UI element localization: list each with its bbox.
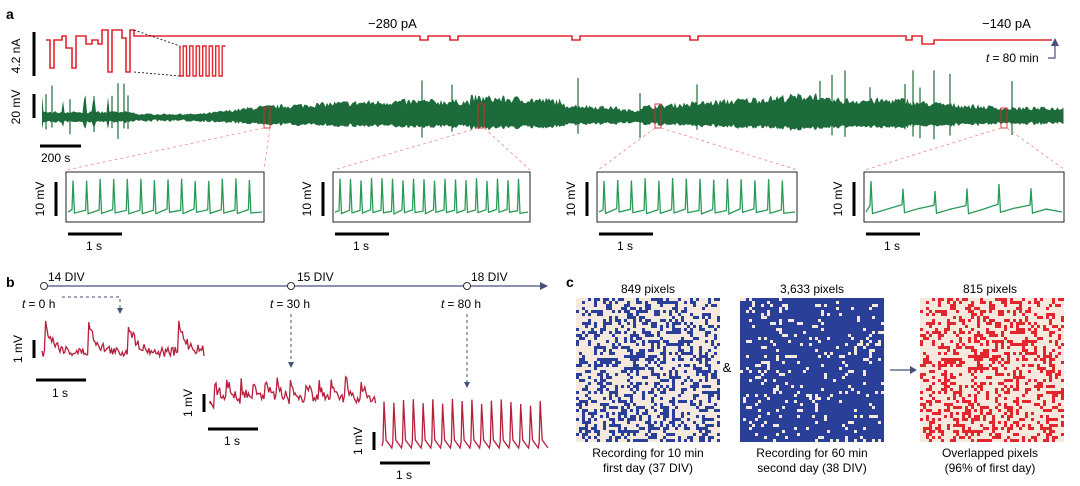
timeline-marker-3 — [463, 282, 471, 290]
map-3-count: 815 pixels — [963, 282, 1017, 296]
map-pixels — [740, 298, 884, 442]
pixel-map-1 — [576, 298, 720, 442]
panel-b-label: b — [6, 274, 15, 290]
zoom-box-2 — [477, 103, 485, 129]
inset-voltage-scale-label: 10 mV — [831, 182, 845, 217]
b3-voltage-scale-label: 1 mV — [351, 427, 365, 455]
development-traces — [41, 320, 549, 450]
development-trace-3 — [381, 398, 549, 450]
inset-trace — [67, 178, 263, 215]
timeline-marker-1 — [40, 282, 48, 290]
timeline-div-3: 18 DIV — [471, 270, 508, 284]
timeline-div-2: 15 DIV — [297, 270, 334, 284]
map-3-caption-1: Overlapped pixels — [942, 446, 1038, 460]
pixel-maps — [576, 298, 1064, 442]
map-1-count: 849 pixels — [621, 282, 675, 296]
map-pixels — [576, 298, 720, 442]
spike-insets: 10 mV 1 s 10 mV 1 s 10 mV 1 s 10 mV 1 s — [33, 171, 1065, 253]
inset-frame — [332, 171, 531, 223]
timeline-div-1: 14 DIV — [48, 270, 85, 284]
map-background — [740, 298, 884, 442]
long-voltage-recording — [42, 70, 1064, 140]
inset-3: 10 mV 1 s — [564, 171, 798, 253]
inset-frame — [863, 171, 1065, 223]
inset-trace — [598, 177, 796, 215]
inset-voltage-scale-label: 10 mV — [33, 182, 47, 217]
timeline-time-2: t = 30 h — [270, 297, 310, 311]
zoom-line-bottom — [133, 71, 181, 77]
inset-trace — [865, 181, 1063, 215]
map-arrowhead-icon — [910, 366, 917, 374]
pointer-1 — [62, 296, 121, 308]
map-2-caption-2: second day (38 DIV) — [757, 461, 866, 475]
zoom-box-1 — [263, 107, 271, 129]
b2-voltage-scale-label: 1 mV — [181, 389, 195, 417]
pixel-map-2 — [740, 298, 884, 442]
b2-time-scale-label: 1 s — [224, 434, 240, 448]
inset-connectors — [66, 127, 1066, 171]
map-3-caption-2: (96% of first day) — [945, 461, 1036, 475]
zoom-line-top — [133, 29, 181, 47]
inset-time-scale-label: 1 s — [884, 239, 900, 253]
ampersand-label: & — [723, 360, 732, 375]
b1-time-scale-label: 1 s — [52, 386, 68, 400]
inset-frame — [596, 171, 798, 223]
inset-voltage-scale-label: 10 mV — [300, 182, 314, 217]
current-scale-label: 4.2 nA — [9, 39, 23, 74]
b3-time-scale-label: 1 s — [396, 468, 412, 482]
time-annotation: t = 80 min — [986, 51, 1039, 65]
panel-a-label: a — [6, 6, 14, 22]
inset-time-scale-label: 1 s — [353, 239, 369, 253]
map-pixels — [920, 298, 1064, 442]
pulse-inset-trace — [179, 45, 226, 77]
time-annotation-arrow — [1048, 42, 1056, 59]
b1-voltage-scale-label: 1 mV — [11, 335, 25, 363]
pointer-1-arrowhead-icon — [117, 308, 123, 314]
voltage-scale-label: 20 mV — [9, 90, 23, 125]
arrowhead-icon — [1051, 38, 1059, 46]
timeline-time-1: t = 0 h — [22, 297, 55, 311]
inset-1: 10 mV 1 s — [33, 171, 265, 253]
time-scale-label: 200 s — [41, 151, 70, 165]
current-protocol-trace — [46, 29, 1052, 73]
timeline-time-3: t = 80 h — [441, 297, 481, 311]
inset-trace — [334, 177, 529, 216]
timeline-arrowhead-icon — [540, 282, 548, 290]
development-trace-2 — [209, 375, 377, 411]
map-2-caption-1: Recording for 60 min — [756, 446, 867, 460]
timeline-marker-2 — [287, 282, 295, 290]
development-trace-1 — [41, 320, 205, 359]
zoom-box-4 — [1000, 107, 1008, 129]
inset-2: 10 mV 1 s — [300, 171, 531, 253]
pointer-3-arrowhead-icon — [464, 382, 470, 388]
map-2-count: 3,633 pixels — [780, 282, 844, 296]
panel-c-label: c — [566, 274, 574, 290]
current-label-2: −140 pA — [982, 16, 1031, 31]
pointer-2-arrowhead-icon — [288, 362, 294, 368]
inset-frame — [65, 171, 265, 223]
map-1-caption-1: Recording for 10 min — [592, 446, 703, 460]
inset-time-scale-label: 1 s — [86, 239, 102, 253]
zoom-box-3 — [654, 103, 662, 129]
inset-time-scale-label: 1 s — [617, 239, 633, 253]
voltage-envelope — [42, 92, 1064, 131]
pixel-map-3 — [920, 298, 1064, 442]
inset-4: 10 mV 1 s — [831, 171, 1065, 253]
current-label-1: −280 pA — [368, 16, 417, 31]
inset-voltage-scale-label: 10 mV — [564, 182, 578, 217]
map-1-caption-2: first day (37 DIV) — [603, 461, 693, 475]
